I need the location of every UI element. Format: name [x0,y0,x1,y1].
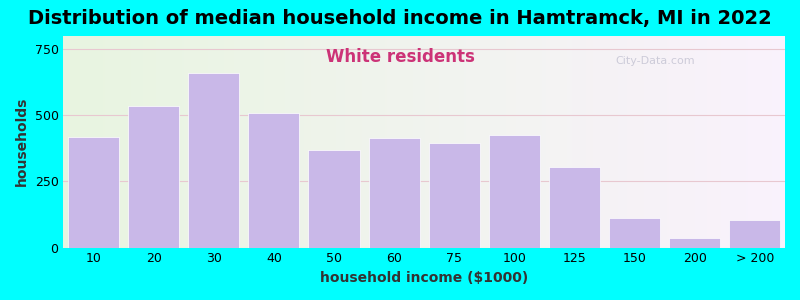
Bar [68,136,119,248]
Y-axis label: households: households [15,97,29,187]
Bar [429,143,480,248]
Bar [188,73,239,248]
Text: White residents: White residents [326,48,474,66]
Bar [670,238,720,248]
Bar [609,218,660,248]
Bar [549,167,600,248]
Text: City-Data.com: City-Data.com [615,56,695,66]
Bar [369,138,420,248]
Bar [309,150,359,247]
Bar [128,106,179,247]
Text: Distribution of median household income in Hamtramck, MI in 2022: Distribution of median household income … [28,9,772,28]
Bar [730,220,781,248]
Bar [248,113,299,248]
Bar [489,135,540,248]
X-axis label: household income ($1000): household income ($1000) [320,271,528,285]
